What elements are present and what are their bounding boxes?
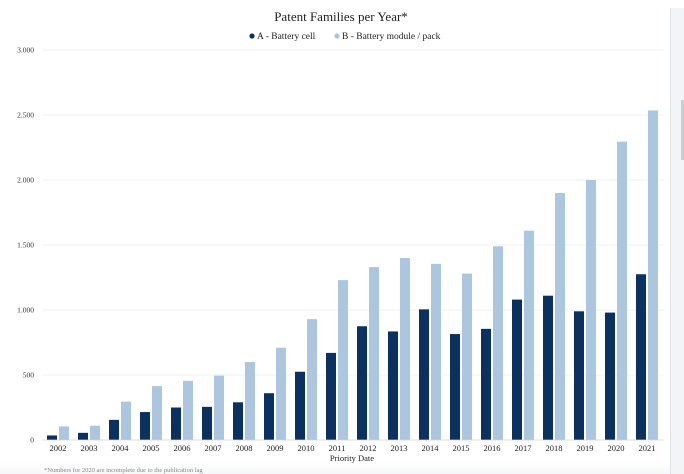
x-tick-label: 2003 [81,443,98,453]
x-tick-label: 2018 [546,443,563,453]
y-tick-label: 3.000 [17,46,34,55]
bar-battery-cell-2004 [109,419,119,440]
bar-battery-module-2004 [121,401,131,440]
x-tick-label: 2007 [205,443,222,453]
bar-battery-cell-2005 [140,412,150,440]
bar-battery-module-2013 [400,258,410,440]
bar-battery-module-2002 [59,426,69,440]
bar-battery-module-2015 [462,273,472,440]
bar-chart: Patent Families per Year* A - Battery ce… [17,9,664,474]
x-tick-label: 2008 [236,443,253,453]
bar-battery-module-2010 [307,319,317,440]
bar-battery-module-2009 [276,347,286,440]
scroll-indicator [681,100,684,160]
bar-battery-cell-2015 [450,334,460,440]
bar-battery-cell-2013 [388,331,398,440]
bar-battery-cell-2014 [419,309,429,440]
x-tick-label: 2014 [422,443,440,453]
y-axis-ticks: 0 500 1.000 1.500 2.000 2.500 3.000 [17,46,34,445]
x-tick-label: 2016 [484,443,501,453]
x-tick-label: 2005 [143,443,160,453]
bar-battery-module-2011 [338,280,348,440]
bar-battery-module-2006 [183,380,193,440]
bar-battery-module-2014 [431,263,441,440]
x-tick-label: 2010 [298,443,315,453]
bar-battery-module-2020 [617,141,627,440]
bar-battery-cell-2018 [543,295,553,440]
x-tick-label: 2012 [360,443,377,453]
bar-battery-module-2021 [648,110,658,440]
legend-label-b: B - Battery module / pack [342,32,441,42]
y-tick-label: 1.500 [17,241,34,250]
bar-battery-module-2016 [493,246,503,440]
bar-battery-cell-2016 [481,328,491,440]
y-tick-label: 2.500 [17,111,34,120]
bar-battery-cell-2009 [264,393,274,440]
bar-battery-cell-2003 [78,432,88,440]
bar-battery-cell-2017 [512,299,522,440]
x-tick-label: 2021 [639,443,656,453]
bar-battery-cell-2010 [295,371,305,440]
bar-battery-cell-2012 [357,326,367,440]
legend-label-a: A - Battery cell [257,32,316,42]
footnote: *Numbers for 2020 are incomplete due to … [44,467,203,474]
y-tick-label: 1.000 [17,306,34,315]
x-axis-label: Priority Date [330,453,374,463]
x-tick-label: 2004 [112,443,130,453]
y-tick-label: 500 [23,371,35,380]
bar-battery-module-2012 [369,267,379,440]
bar-battery-cell-2011 [326,352,336,440]
x-tick-label: 2011 [329,443,346,453]
bar-battery-cell-2007 [202,406,212,440]
bar-battery-module-2005 [152,386,162,440]
bar-battery-module-2007 [214,375,224,440]
x-tick-label: 2009 [267,443,284,453]
bars [47,110,658,440]
legend-marker-a [249,33,255,39]
bar-battery-module-2018 [555,193,565,440]
x-tick-label: 2013 [391,443,408,453]
bar-battery-module-2003 [90,425,100,440]
legend-marker-b [334,33,340,39]
bar-battery-cell-2006 [171,407,181,440]
window-edge-panel [670,8,684,474]
bar-battery-module-2019 [586,180,596,440]
bottom-shadow [0,462,670,474]
x-tick-label: 2017 [515,443,532,453]
x-tick-label: 2006 [174,443,191,453]
bar-battery-cell-2002 [47,435,57,440]
y-tick-label: 0 [30,436,34,445]
x-tick-label: 2002 [50,443,67,453]
x-tick-label: 2019 [577,443,594,453]
chart-title: Patent Families per Year* [274,9,408,24]
bar-battery-module-2008 [245,362,255,440]
legend: A - Battery cell B - Battery module / pa… [249,32,441,42]
x-tick-label: 2020 [608,443,625,453]
bar-battery-cell-2021 [636,274,646,440]
gridlines [42,49,664,376]
x-tick-label: 2015 [453,443,470,453]
bar-battery-cell-2020 [605,312,615,440]
y-tick-label: 2.000 [17,176,34,185]
x-axis-ticks: 2002 2003 2004 2005 2006 2007 2008 2009 2010 2011… [50,443,656,453]
bar-battery-module-2017 [524,230,534,440]
bar-battery-cell-2019 [574,311,584,440]
bar-battery-cell-2008 [233,402,243,440]
